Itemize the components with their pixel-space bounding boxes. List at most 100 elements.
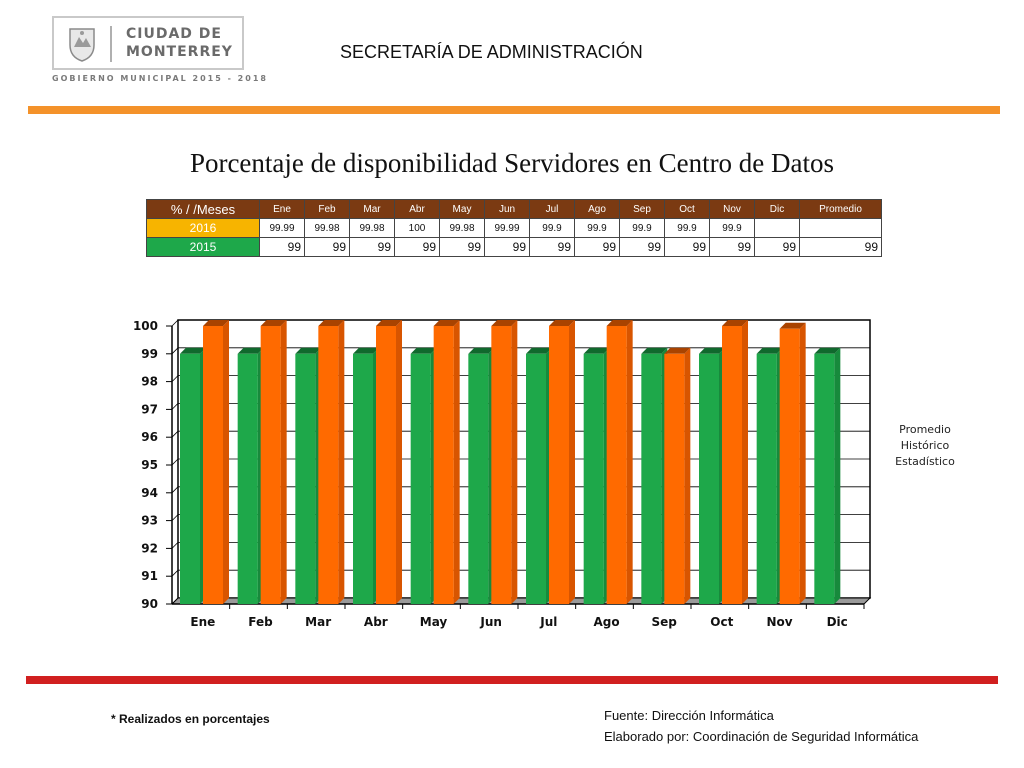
bar-side-1-10 [799, 322, 806, 604]
table-cell: 99.9 [709, 218, 755, 238]
y-tick-label: 100 [133, 319, 158, 333]
x-tick-label: Dic [827, 615, 848, 629]
table-cell: 99.9 [529, 218, 575, 238]
bar-2016-Feb [260, 326, 281, 604]
column-header-11: Dic [754, 199, 800, 219]
bar-side-1-0 [223, 320, 229, 604]
x-tick-label: Jul [539, 615, 557, 629]
table-cell: 99 [754, 237, 800, 257]
bar-top-0-10 [756, 347, 783, 354]
grid-line-diag [171, 375, 179, 382]
bar-side-1-9 [742, 320, 748, 604]
column-header-0: Ene [259, 199, 305, 219]
bar-2015-Oct [699, 353, 719, 604]
table-row-2015: 2015 99 99 99 99 99 99 99 99 99 99 99 99 99 [146, 237, 882, 257]
bar-2016-Ene [203, 326, 223, 604]
table-cell: 99 [484, 237, 530, 257]
x-tick-label: Abr [364, 615, 388, 629]
bar-top-0-8 [641, 347, 668, 354]
grid-line-diag [171, 403, 179, 410]
y-tick-label: 91 [141, 569, 158, 583]
column-header-4: May [439, 199, 485, 219]
table-cell: 99.98 [439, 218, 485, 238]
source-text: Fuente: Dirección Informática [604, 708, 774, 723]
grid-line-diag [171, 569, 179, 577]
bar-2015-Ene [180, 353, 200, 604]
bar-2015-Dic [814, 353, 835, 604]
bar-side-1-7 [626, 320, 633, 604]
header-orange-rule [28, 106, 1000, 114]
column-header-6: Jul [529, 199, 575, 219]
government-period: GOBIERNO MUNICIPAL 2015 - 2018 [52, 74, 268, 83]
table-row-2016: 2016 99.99 99.98 99.98 100 99.98 99.99 99.9 99.… [146, 218, 882, 238]
bar-2015-Mar [295, 353, 316, 604]
bar-2016-Jul [549, 326, 569, 604]
table-cell: 99 [349, 237, 395, 257]
elaborated-by-text: Elaborado por: Coordinación de Seguridad… [604, 729, 919, 744]
column-header-10: Nov [709, 199, 755, 219]
grid-line-diag [171, 486, 179, 494]
chart-legend: Promedio Histórico Estadístico [880, 422, 970, 470]
logo-line-1: CIUDAD DE [126, 26, 222, 42]
x-tick-label: Feb [248, 615, 273, 629]
bar-2016-Abr [376, 326, 396, 604]
y-tick-label: 92 [141, 541, 158, 555]
bar-top-1-9 [722, 320, 748, 326]
bar-side-1-2 [338, 320, 345, 604]
table-cell: 99 [394, 237, 440, 257]
y-tick-label: 94 [141, 486, 158, 500]
table-cell: 99 [619, 237, 665, 257]
table-cell: 99 [304, 237, 350, 257]
table-cell: 99 [439, 237, 485, 257]
bar-side-1-3 [396, 320, 402, 604]
table-cell: 99.9 [574, 218, 620, 238]
legend-line-3: Estadístico [895, 455, 955, 468]
legend-line-1: Promedio [899, 423, 951, 436]
footer-red-rule [26, 676, 998, 684]
table-cell [799, 218, 882, 238]
bar-side-1-5 [511, 320, 518, 604]
logo-line-2: MONTERREY [126, 44, 233, 60]
bar-side-1-4 [453, 320, 460, 604]
table-cell: 99.9 [619, 218, 665, 238]
crest-icon [69, 28, 95, 62]
table-header-row: % / /Meses Ene Feb Mar Abr May Jun Jul Ago Sep Oc… [146, 199, 882, 219]
table-corner-cell: % / /Meses [146, 199, 260, 219]
column-header-7: Ago [574, 199, 620, 219]
x-tick-label: Jun [479, 615, 502, 629]
bar-top-1-8 [664, 347, 691, 354]
bar-top-0-11 [814, 347, 841, 354]
bar-top-1-3 [376, 320, 402, 326]
bar-top-1-5 [491, 320, 518, 326]
table-cell: 100 [394, 218, 440, 238]
table-cell: 99 [709, 237, 755, 257]
table-cell: 99.99 [484, 218, 530, 238]
row-label-2016: 2016 [146, 218, 260, 238]
y-tick-label: 98 [141, 375, 158, 389]
bar-top-1-2 [318, 320, 345, 326]
table-cell: 99.98 [304, 218, 350, 238]
bar-top-1-6 [549, 320, 575, 326]
bar-2016-Sep [664, 353, 685, 604]
table-cell: 99 [259, 237, 305, 257]
grid-line-diag [171, 458, 179, 466]
availability-table: % / /Meses Ene Feb Mar Abr May Jun Jul Ago Sep Oc… [146, 199, 882, 257]
bar-2016-Nov [779, 328, 800, 604]
bar-2016-Mar [318, 326, 339, 604]
table-cell: 99.9 [664, 218, 710, 238]
y-tick-label: 97 [141, 402, 158, 416]
bar-top-1-4 [433, 320, 460, 326]
column-header-3: Abr [394, 199, 440, 219]
department-title: SECRETARÍA DE ADMINISTRACIÓN [340, 42, 643, 62]
bar-2015-Jul [526, 353, 546, 604]
table-cell: 99.99 [259, 218, 305, 238]
table-cell: 99.98 [349, 218, 395, 238]
grid-line-diag [171, 514, 179, 521]
x-tick-label: Nov [766, 615, 792, 629]
grid-line-diag [171, 430, 179, 438]
bar-top-1-0 [203, 320, 229, 326]
bar-top-0-5 [468, 347, 495, 354]
bar-2015-Nov [756, 353, 777, 604]
x-tick-label: Sep [651, 615, 677, 629]
grid-line-diag [171, 347, 179, 355]
